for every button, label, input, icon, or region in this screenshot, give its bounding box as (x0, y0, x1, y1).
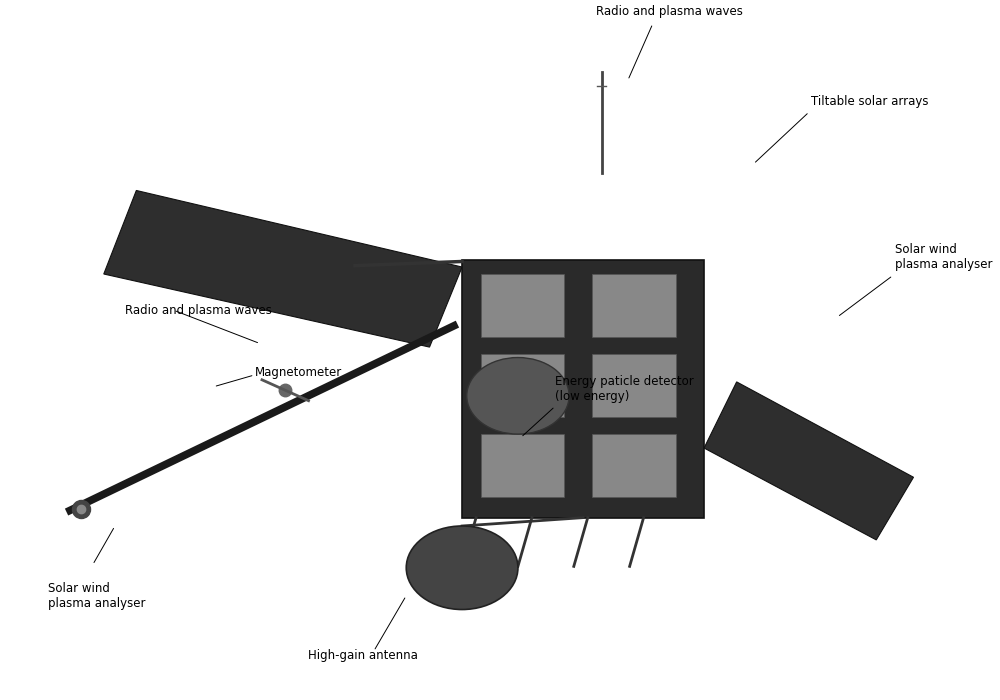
Text: Radio and plasma waves: Radio and plasma waves (125, 304, 272, 316)
Text: Solar wind
plasma analyser: Solar wind plasma analyser (48, 582, 145, 610)
Circle shape (406, 526, 518, 610)
Text: Energy paticle detector
(low energy): Energy paticle detector (low energy) (555, 374, 694, 402)
FancyBboxPatch shape (592, 274, 676, 337)
FancyBboxPatch shape (481, 434, 564, 497)
FancyBboxPatch shape (481, 274, 564, 337)
Text: Radio and plasma waves: Radio and plasma waves (596, 5, 743, 18)
Text: Tiltable solar arrays: Tiltable solar arrays (811, 95, 929, 108)
FancyBboxPatch shape (592, 354, 676, 416)
FancyBboxPatch shape (592, 434, 676, 497)
Text: Solar wind
plasma analyser: Solar wind plasma analyser (895, 243, 992, 271)
Polygon shape (704, 382, 913, 540)
Text: Magnetometer: Magnetometer (255, 366, 342, 379)
Circle shape (467, 358, 569, 434)
Text: High-gain antenna: High-gain antenna (308, 650, 417, 662)
FancyBboxPatch shape (481, 354, 564, 416)
FancyBboxPatch shape (462, 260, 704, 517)
Polygon shape (104, 190, 462, 347)
